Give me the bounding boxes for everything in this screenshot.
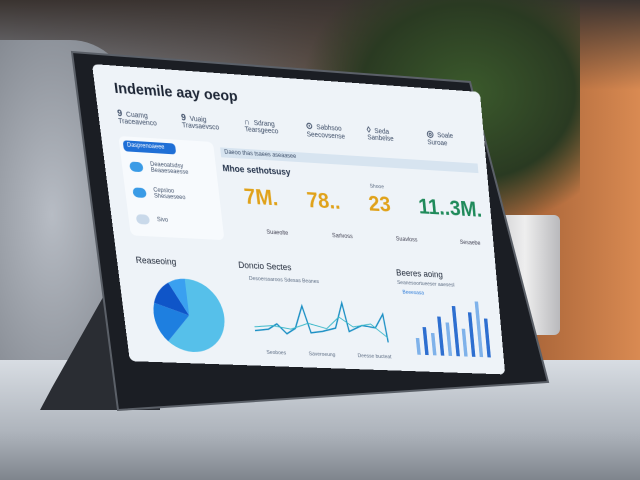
x-label: Saveroeung	[308, 351, 336, 359]
nav-item[interactable]: 9 Vuaig Travsaevsco	[180, 112, 220, 132]
filter-button[interactable]: Shooe	[369, 183, 385, 191]
tablet-screen: Indemile aay oeop 9 Cuamg Traceavenco 9 Vuai…	[92, 64, 542, 394]
line-series	[251, 299, 388, 342]
kpi-value: 7M.	[242, 183, 280, 211]
sidebar: Dasprenoaeee Deaeoatsdsy Beaaeseaesse Cep…	[118, 136, 225, 241]
bar-subtitle: Seanesoortueeser aaesesl	[396, 280, 455, 289]
nav-icon: ⊙	[305, 120, 314, 131]
pie-chart	[151, 277, 229, 354]
pie-title: Reaseoing	[135, 255, 177, 267]
nav-icon: 9	[116, 107, 123, 119]
kpi-row: 7M. 78.. 23 11..3M.	[243, 184, 483, 223]
nav-icon: 9	[180, 112, 187, 123]
pie-slice	[167, 277, 190, 316]
sidebar-item[interactable]: Deaeoatsdsy Beaaeseaesse	[129, 160, 189, 176]
x-label: Deesse bucteat	[357, 353, 392, 361]
kpi-label: Sarlvoss	[331, 233, 354, 241]
nav-item[interactable]: ◎ Soale Suroae	[426, 128, 454, 148]
toggle-icon	[132, 187, 147, 199]
kpi-value: 23	[367, 191, 392, 217]
toggle-icon	[135, 214, 151, 225]
line-series	[253, 313, 388, 337]
line-chart	[250, 285, 391, 352]
page-title: Indemile aay oeop	[113, 79, 239, 106]
line-x-labels: Seoboes Saveroeung Deesse bucteat	[266, 350, 392, 360]
nav-icon: ∩	[243, 116, 251, 127]
pie-slice	[160, 277, 229, 354]
bar-title: Beeres aoing	[395, 267, 444, 280]
kpi-label: Suaeolte	[266, 229, 289, 237]
kpi-value: 78..	[305, 187, 342, 214]
toggle-icon	[129, 161, 144, 173]
line-title: Doncio Sectes	[237, 260, 292, 273]
bar	[445, 322, 453, 356]
bar	[422, 327, 429, 356]
bar	[461, 328, 468, 357]
nav-item[interactable]: ⊙ Sabhsoo Seecovsense	[305, 120, 346, 141]
sidebar-active-tab[interactable]: Dasprenoaeee	[122, 140, 177, 155]
bar-chart	[415, 301, 491, 358]
bar	[483, 318, 491, 358]
kpi-labels: Suaeolte Sarlvoss Suavloss Sesaebe	[266, 230, 481, 247]
sidebar-item[interactable]: Sivo	[135, 214, 169, 226]
nav-item[interactable]: ∩ Sdrang Tearsgeeco	[243, 116, 279, 136]
nav-item[interactable]: 9 Cuamg Traceavenco	[116, 107, 158, 128]
metrics-panel: Daeoo thas tsaees aseaasee Mhoe sethotsu…	[220, 147, 486, 258]
line-subtitle: Desoerssaroos Sdesas Beanes	[248, 275, 320, 285]
bar	[430, 332, 437, 356]
nav-item[interactable]: ◊ Seda Sanbelse	[366, 124, 395, 143]
bar	[467, 312, 476, 357]
x-label: Seoboes	[266, 349, 287, 357]
bar-legend: Beeesasa	[402, 289, 425, 297]
nav-icon: ◊	[366, 124, 372, 135]
kpi-label: Suavloss	[395, 236, 418, 244]
bar	[451, 305, 460, 357]
kpi-value: 11..3M.	[417, 194, 483, 222]
bar	[415, 337, 421, 355]
bar	[437, 316, 445, 356]
kpi-label: Sesaebe	[459, 240, 481, 247]
nav-icon: ◎	[426, 128, 435, 139]
bar	[474, 301, 484, 358]
sidebar-item[interactable]: Cepsloo Shesaeseeo	[132, 186, 186, 201]
